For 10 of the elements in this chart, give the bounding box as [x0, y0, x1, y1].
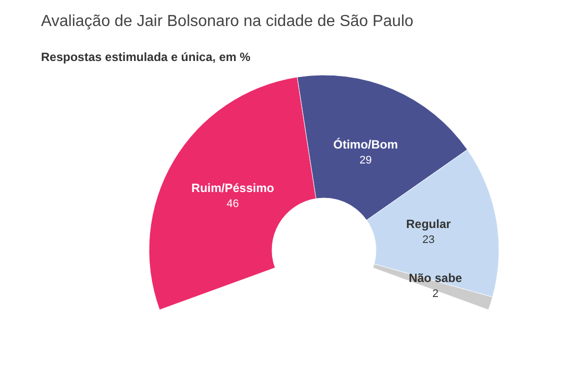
data-label: 23 [422, 234, 435, 246]
data-label: 29 [359, 154, 372, 166]
chart-subtitle: Respostas estimulada e única, em % [41, 50, 251, 64]
data-label: 2 [432, 288, 438, 300]
slice-label: Não sabe [408, 270, 462, 285]
data-label: 46 [226, 198, 239, 210]
slice-label: Ótimo/Bom [333, 138, 398, 152]
slice-label: Regular [406, 217, 452, 232]
chart-title: Avaliação de Jair Bolsonaro na cidade de São Paulo [41, 13, 414, 30]
slice-label: Ruim/Péssimo [191, 181, 274, 196]
